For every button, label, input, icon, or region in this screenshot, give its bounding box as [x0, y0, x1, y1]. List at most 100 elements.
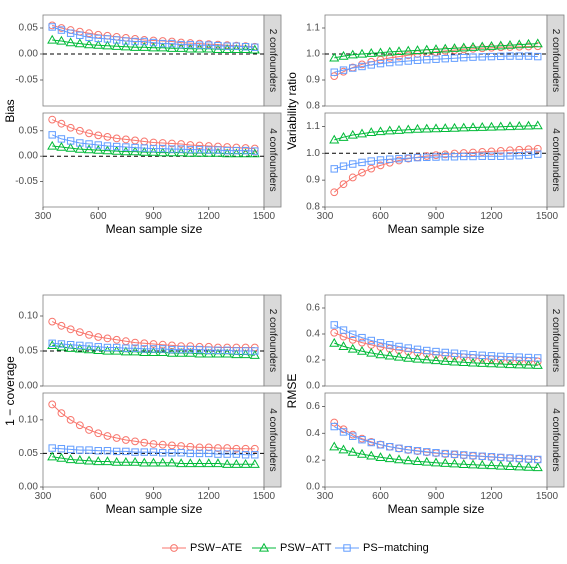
y-axis-title: 1 − coverage: [3, 356, 17, 426]
facet-strip: [263, 294, 282, 387]
x-tick-label: 1500: [536, 491, 559, 502]
data-point: [432, 449, 440, 457]
data-point: [477, 41, 488, 51]
data-point: [514, 39, 525, 49]
data-point: [85, 29, 93, 38]
data-point: [149, 144, 158, 153]
data-point: [440, 355, 451, 365]
x-tick-label: 900: [145, 491, 162, 502]
data-point: [231, 458, 242, 468]
y-tick-label: 0.05: [19, 125, 39, 136]
data-point: [177, 345, 185, 354]
data-point: [329, 441, 340, 451]
x-axis-title: Mean sample size: [106, 222, 203, 236]
data-point: [166, 43, 177, 52]
data-point: [358, 62, 366, 71]
data-point: [57, 340, 66, 348]
data-point: [249, 458, 260, 468]
data-point: [93, 39, 104, 49]
x-tick-label: 300: [317, 211, 334, 222]
data-point: [203, 458, 214, 468]
data-point: [241, 146, 250, 155]
data-point: [330, 328, 339, 337]
y-tick-label: 0.4: [306, 428, 320, 439]
data-point: [524, 455, 533, 463]
data-point: [384, 125, 395, 135]
data-point: [102, 40, 113, 50]
series-ps-matching: [48, 339, 259, 355]
data-point: [366, 127, 377, 136]
data-point: [120, 41, 131, 51]
x-tick-label: 600: [372, 211, 389, 222]
data-point: [48, 23, 56, 31]
data-point: [367, 438, 375, 447]
facet-strip-label: 2 confounders: [267, 309, 278, 372]
data-point: [177, 145, 185, 153]
y-tick-label: 0.00: [19, 151, 39, 162]
series-ps-matching: [330, 321, 542, 362]
data-point: [477, 459, 488, 469]
data-point: [469, 350, 477, 359]
data-point: [367, 336, 375, 345]
data-point: [48, 317, 57, 326]
data-point: [85, 342, 93, 350]
data-point: [469, 148, 477, 157]
data-point: [385, 54, 394, 62]
chart-top-right: 2 confounders 0.8 0.9 1.0 1.1 4 confounders 0.…: [285, 14, 565, 236]
data-point: [131, 448, 139, 456]
panel-2: 4 confounders 0.8 0.9 1.0 1.1 300 600 900 1200 15…: [306, 112, 565, 222]
data-point: [93, 456, 104, 466]
data-point: [214, 444, 222, 452]
x-tick-label: 300: [35, 211, 52, 222]
data-point: [441, 449, 449, 458]
data-point: [412, 456, 423, 466]
y-tick-label: 0.2: [306, 455, 320, 466]
data-point: [486, 460, 497, 470]
y-tick-label: 1.1: [306, 121, 320, 132]
data-point: [223, 450, 231, 458]
data-point: [412, 45, 423, 55]
plot-area: [42, 392, 265, 488]
plot-area: [324, 392, 548, 488]
data-point: [497, 352, 505, 361]
legend: PSW−ATE PSW−ATT PS−matching: [162, 542, 429, 554]
data-point: [460, 152, 468, 161]
data-point: [395, 342, 403, 351]
data-point: [358, 168, 366, 177]
data-point: [356, 128, 368, 138]
x-tick-label: 1500: [253, 211, 276, 222]
data-point: [93, 144, 104, 154]
data-point: [412, 123, 423, 133]
data-point: [57, 26, 66, 34]
data-point: [232, 450, 241, 458]
data-point: [514, 359, 525, 369]
data-point: [460, 451, 468, 459]
data-point: [48, 444, 56, 452]
data-point: [460, 350, 468, 358]
data-point: [149, 448, 158, 456]
data-point: [497, 52, 505, 61]
data-point: [524, 145, 533, 154]
x-axis-title: Mean sample size: [106, 502, 203, 516]
x-tick-label: 600: [90, 211, 107, 222]
data-point: [469, 152, 477, 161]
data-point: [348, 335, 357, 344]
data-point: [524, 52, 533, 60]
data-point: [358, 158, 366, 167]
series-psw-att: [329, 337, 543, 369]
y-tick-label: 0.9: [306, 75, 320, 86]
y-tick-label: 1.1: [306, 23, 320, 34]
panel-1: 2 confounders -0.05 0.00 0.05: [15, 14, 282, 107]
data-point: [112, 134, 121, 143]
data-point: [231, 44, 242, 53]
x-tick-label: 300: [317, 491, 334, 502]
data-point: [367, 61, 375, 69]
data-point: [159, 39, 167, 48]
data-point: [240, 44, 251, 53]
x-tick-label: 1500: [536, 211, 559, 222]
data-point: [430, 123, 442, 133]
facet-strip: [263, 14, 282, 107]
legend-item-psw-ate: PSW−ATE: [162, 542, 242, 554]
data-point: [477, 122, 488, 131]
data-point: [458, 42, 469, 52]
